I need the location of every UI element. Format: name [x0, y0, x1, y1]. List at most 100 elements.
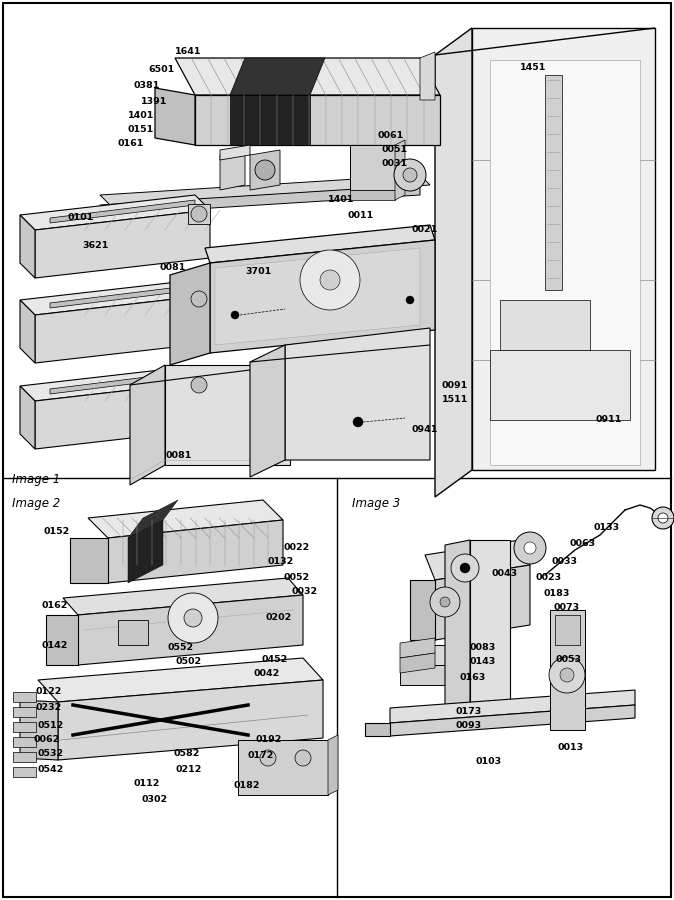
Polygon shape — [50, 371, 195, 394]
Text: 0172: 0172 — [248, 751, 274, 760]
Circle shape — [403, 168, 417, 182]
Polygon shape — [550, 610, 585, 730]
Polygon shape — [50, 200, 195, 223]
Text: 3621: 3621 — [82, 241, 109, 250]
Text: 0112: 0112 — [134, 778, 160, 788]
Text: 0532: 0532 — [38, 750, 64, 759]
Text: 0052: 0052 — [283, 572, 309, 581]
Text: 3701: 3701 — [245, 267, 271, 276]
Circle shape — [406, 296, 414, 304]
Text: 1641: 1641 — [175, 48, 202, 57]
Text: 0122: 0122 — [35, 688, 61, 697]
Text: 0183: 0183 — [543, 589, 570, 598]
Polygon shape — [20, 215, 35, 278]
Polygon shape — [238, 740, 328, 795]
Polygon shape — [188, 375, 210, 395]
Polygon shape — [250, 345, 430, 362]
Text: 0151: 0151 — [128, 125, 154, 134]
Polygon shape — [365, 723, 390, 736]
Circle shape — [394, 159, 426, 191]
Polygon shape — [220, 150, 245, 190]
Text: 0063: 0063 — [570, 539, 596, 548]
Polygon shape — [20, 280, 210, 315]
Polygon shape — [20, 366, 210, 401]
Circle shape — [430, 587, 460, 617]
Polygon shape — [46, 615, 78, 665]
Polygon shape — [13, 767, 36, 777]
Polygon shape — [230, 58, 325, 95]
Polygon shape — [118, 620, 148, 645]
Polygon shape — [70, 538, 108, 583]
Polygon shape — [13, 722, 36, 732]
Polygon shape — [100, 185, 420, 215]
Circle shape — [440, 597, 450, 607]
Polygon shape — [128, 520, 163, 583]
Polygon shape — [130, 365, 165, 485]
Polygon shape — [35, 210, 210, 278]
Text: 0911: 0911 — [596, 416, 622, 425]
Text: 0381: 0381 — [134, 82, 160, 91]
Polygon shape — [472, 28, 655, 470]
Polygon shape — [435, 28, 655, 55]
Polygon shape — [350, 190, 395, 200]
Circle shape — [260, 750, 276, 766]
Text: 6501: 6501 — [148, 66, 175, 75]
Circle shape — [231, 311, 239, 319]
Polygon shape — [175, 58, 440, 95]
Circle shape — [514, 532, 546, 564]
Polygon shape — [128, 500, 178, 538]
Polygon shape — [188, 289, 210, 309]
Polygon shape — [35, 381, 210, 449]
Polygon shape — [155, 88, 195, 145]
Polygon shape — [555, 615, 580, 645]
Polygon shape — [400, 645, 500, 665]
Text: 0552: 0552 — [168, 644, 194, 652]
Text: 0502: 0502 — [176, 658, 202, 667]
Text: 0202: 0202 — [266, 614, 293, 623]
Text: 0232: 0232 — [35, 703, 61, 712]
Polygon shape — [490, 60, 640, 465]
Polygon shape — [13, 692, 36, 702]
Text: 0013: 0013 — [557, 742, 583, 752]
Circle shape — [191, 206, 207, 222]
Polygon shape — [13, 752, 36, 762]
Polygon shape — [63, 578, 303, 615]
Polygon shape — [215, 248, 420, 345]
Polygon shape — [88, 500, 283, 538]
Text: 0061: 0061 — [378, 131, 404, 140]
Text: 1391: 1391 — [141, 96, 167, 105]
Circle shape — [255, 160, 275, 180]
Text: 0053: 0053 — [555, 654, 581, 663]
Text: 1401: 1401 — [128, 112, 154, 121]
Text: 0081: 0081 — [165, 451, 191, 460]
Circle shape — [191, 291, 207, 307]
Text: 1401: 1401 — [328, 195, 355, 204]
Polygon shape — [195, 95, 440, 145]
Polygon shape — [220, 145, 250, 160]
Text: 0152: 0152 — [43, 527, 69, 536]
Text: 0101: 0101 — [68, 213, 94, 222]
Text: 0182: 0182 — [234, 781, 260, 790]
Text: 0163: 0163 — [459, 673, 485, 682]
Polygon shape — [205, 225, 435, 263]
Polygon shape — [435, 28, 472, 497]
Text: 0073: 0073 — [553, 604, 579, 613]
Polygon shape — [250, 150, 280, 190]
Polygon shape — [490, 350, 630, 420]
Text: 0051: 0051 — [382, 146, 408, 155]
Text: 0161: 0161 — [118, 140, 144, 148]
Polygon shape — [78, 595, 303, 665]
Text: 0031: 0031 — [382, 159, 408, 168]
Polygon shape — [165, 365, 290, 465]
Polygon shape — [58, 680, 323, 760]
Text: 0033: 0033 — [552, 556, 578, 565]
Polygon shape — [210, 240, 435, 353]
Circle shape — [353, 417, 363, 427]
Circle shape — [168, 593, 218, 643]
Circle shape — [295, 750, 311, 766]
Polygon shape — [420, 52, 435, 100]
Polygon shape — [20, 195, 210, 230]
Circle shape — [524, 542, 536, 554]
Polygon shape — [400, 638, 435, 658]
Text: 0173: 0173 — [455, 707, 481, 716]
